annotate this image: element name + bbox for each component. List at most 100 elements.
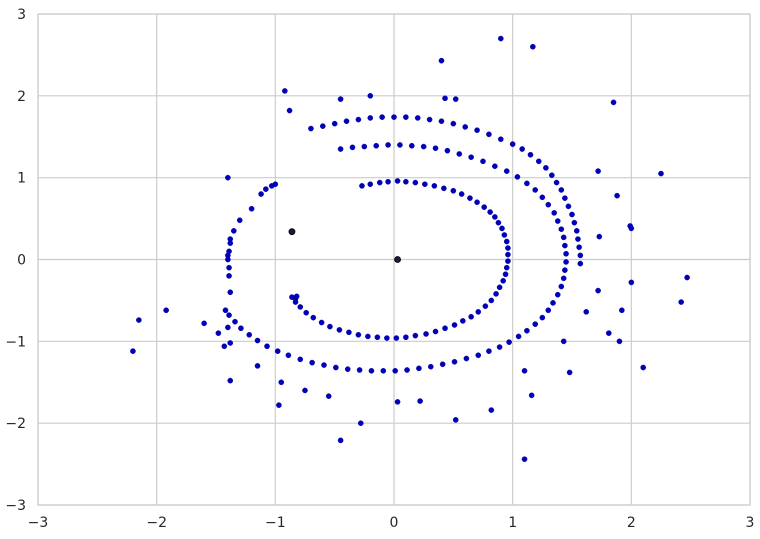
data-point [442,325,448,332]
data-point [492,214,498,220]
data-point [474,127,480,133]
data-point [355,331,362,338]
data-point [450,120,457,127]
data-point [397,142,403,148]
data-point [333,364,339,371]
data-point [577,252,584,259]
data-point [545,201,552,208]
data-point [254,337,261,344]
x-tick-label: 2 [627,515,636,531]
data-point [528,392,535,399]
data-point [451,358,458,365]
data-point [596,233,603,240]
data-point [308,125,314,132]
data-point [344,366,351,372]
data-point [232,318,238,325]
data-point [264,343,270,350]
data-point [225,174,231,181]
data-point [519,146,525,152]
data-point [573,228,580,234]
data-point [539,314,546,321]
data-point [488,297,495,304]
data-point [539,194,546,201]
data-point [605,330,612,336]
data-point [497,35,504,42]
data-point [379,114,385,120]
data-point [420,143,427,150]
data-point [263,186,269,192]
data-point [246,331,253,338]
data-point [486,131,492,138]
data-point [562,267,568,273]
data-point [616,338,623,345]
data-point [438,57,445,64]
data-point [230,228,237,234]
data-point [392,367,398,374]
data-point [394,256,401,263]
data-point [614,192,620,199]
data-point [562,242,568,249]
data-point [337,96,344,102]
data-point [521,456,528,462]
data-point [532,187,539,193]
data-point [558,226,565,233]
data-point [627,223,633,229]
data-point [502,271,509,278]
data-point [288,228,296,236]
data-point [527,151,534,158]
data-point [225,324,231,331]
data-point [678,299,684,305]
data-point [325,393,332,399]
data-point [408,142,415,149]
x-tick-label: −2 [146,515,167,531]
x-tick-label: 3 [746,515,755,531]
data-point [368,367,375,374]
data-point [551,210,558,216]
data-point [238,325,244,332]
data-point [575,236,581,242]
y-tick-label: 1 [17,171,26,187]
data-point [365,333,371,340]
data-point [302,387,308,394]
data-point [374,334,381,341]
data-point [346,329,352,336]
data-point [549,172,555,179]
x-tick-label: 1 [508,515,517,531]
data-point [500,277,506,284]
y-tick-label: −2 [5,416,26,432]
data-point [310,314,317,321]
data-point [393,335,400,341]
x-tick-label: −3 [28,515,49,531]
data-point [495,219,502,226]
data-point [343,118,350,124]
data-point [462,124,469,130]
data-point [524,327,530,334]
data-point [130,348,136,354]
data-point [438,118,445,124]
data-point [619,307,625,314]
data-point [432,328,439,335]
data-point [497,136,504,142]
data-point [460,318,466,324]
data-point [361,143,368,150]
data-point [222,307,229,314]
data-point [227,340,234,346]
data-point [412,332,419,339]
data-point [278,379,285,386]
data-point [595,168,601,174]
data-point [403,114,409,120]
data-point [403,178,409,185]
data-point [357,420,364,426]
data-point [506,339,512,345]
data-point [499,225,505,232]
data-point [451,322,458,328]
data-point [560,338,567,345]
data-point [563,250,569,257]
data-point [505,258,511,264]
data-point [658,170,664,177]
data-point [595,287,601,294]
data-point [394,178,401,184]
data-point [535,158,542,165]
data-point [236,217,243,224]
data-point [442,95,448,102]
